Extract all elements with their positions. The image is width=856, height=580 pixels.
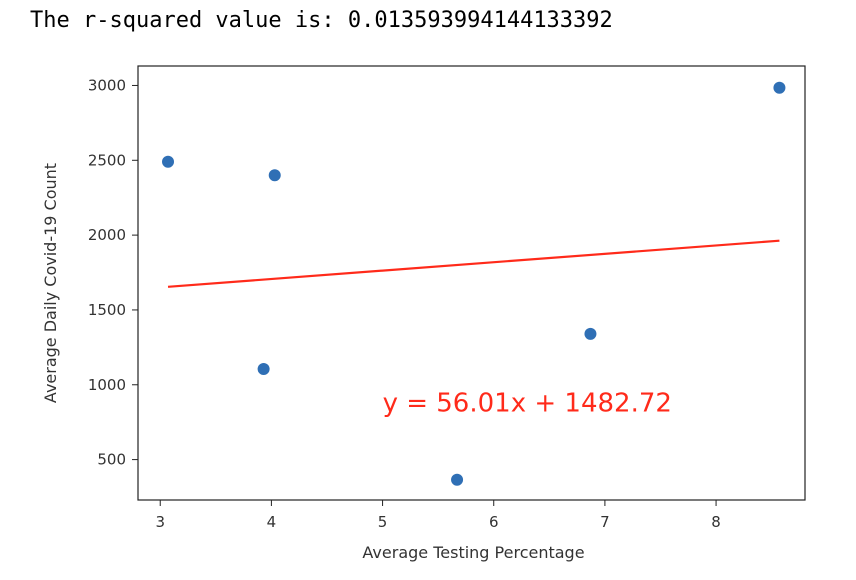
data-point xyxy=(584,327,597,340)
x-tick-label: 6 xyxy=(489,513,499,531)
data-point xyxy=(257,363,270,376)
x-tick-label: 8 xyxy=(711,513,721,531)
x-tick-label: 5 xyxy=(378,513,388,531)
y-tick-label: 500 xyxy=(97,451,126,469)
regression-equation-label: y = 56.01x + 1482.72 xyxy=(383,389,672,419)
x-tick-label: 7 xyxy=(600,513,610,531)
y-axis-label: Average Daily Covid-19 Count xyxy=(41,163,60,403)
r-squared-output: The r-squared value is: 0.01359399414413… xyxy=(30,8,613,33)
x-tick-label: 3 xyxy=(155,513,165,531)
data-point xyxy=(162,155,175,168)
plot-frame xyxy=(137,65,806,501)
y-tick-label: 1500 xyxy=(88,301,126,319)
data-point xyxy=(451,473,464,486)
y-tick-label: 1000 xyxy=(88,376,126,394)
x-axis-label: Average Testing Percentage xyxy=(362,543,584,562)
data-point xyxy=(773,81,786,94)
y-tick-label: 2500 xyxy=(88,151,126,169)
x-tick-label: 4 xyxy=(267,513,277,531)
data-point xyxy=(268,169,281,182)
regression-line xyxy=(167,239,780,288)
y-tick-label: 3000 xyxy=(88,76,126,94)
y-tick-label: 2000 xyxy=(88,226,126,244)
